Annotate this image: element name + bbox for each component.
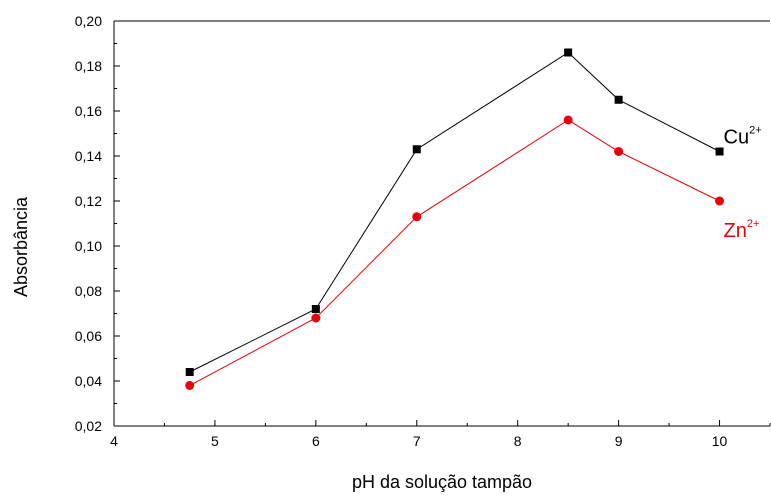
x-tick-label: 7 (413, 433, 421, 449)
data-point-cu (614, 95, 623, 104)
series-label-superscript: 2+ (747, 218, 760, 230)
data-point-cu (412, 145, 421, 154)
data-point-cu (564, 48, 573, 57)
series-line-zn (189, 119, 720, 386)
data-point-cu (715, 147, 724, 156)
series-label-superscript: 2+ (749, 125, 762, 137)
data-point-zn (412, 212, 422, 222)
series-layer (185, 48, 725, 390)
x-tick-label: 6 (312, 433, 320, 449)
y-tick-label: 0,20 (75, 13, 102, 29)
data-point-zn (715, 196, 725, 206)
x-tick-label: 4 (110, 433, 118, 449)
y-tick-label: 0,04 (75, 373, 102, 389)
y-tick-label: 0,12 (75, 193, 102, 209)
y-axis-title: Absorbância (11, 196, 31, 297)
y-tick-label: 0,10 (75, 238, 102, 254)
series-label-cu: Cu2+ (724, 125, 762, 149)
x-axis-title: pH da solução tampão (352, 472, 532, 492)
y-tick-label: 0,02 (75, 418, 102, 434)
series-label-zn: Zn2+ (724, 218, 760, 242)
data-point-zn (311, 313, 321, 323)
ticks: 4 5 6 7 8 9 10 0,02 0,04 0,06 0,08 0,10 0,12 0,14 0,16… (75, 13, 771, 449)
series-labels: Cu2+ Zn2+ (724, 125, 762, 243)
data-point-cu (185, 368, 194, 376)
data-point-zn (185, 381, 195, 390)
x-tick-label: 8 (514, 433, 522, 449)
axes (113, 20, 770, 427)
x-tick-label: 5 (211, 433, 219, 449)
series-line-cu (189, 51, 720, 373)
y-tick-label: 0,08 (75, 283, 102, 299)
data-point-zn (614, 147, 624, 156)
data-point-zn (563, 115, 573, 125)
y-tick-label: 0,16 (75, 103, 102, 119)
x-tick-label: 9 (615, 433, 623, 449)
x-tick-label: 10 (712, 433, 728, 449)
data-point-cu (311, 305, 320, 313)
y-tick-label: 0,18 (75, 58, 102, 74)
y-tick-label: 0,14 (75, 148, 102, 164)
y-tick-label: 0,06 (75, 328, 102, 344)
